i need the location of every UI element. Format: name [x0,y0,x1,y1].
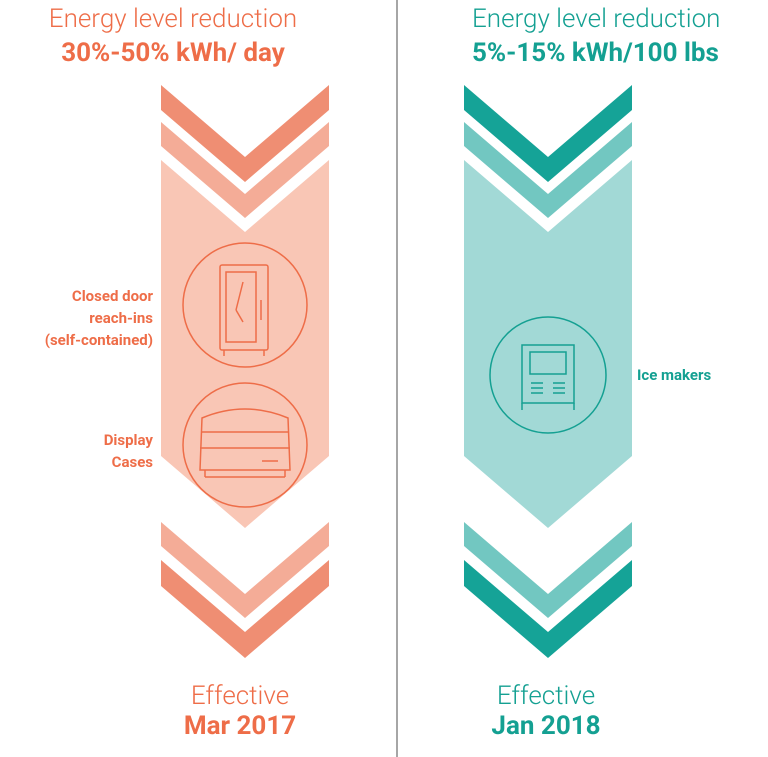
item-label: Cases [112,453,154,471]
item-label: Display [104,431,154,449]
ice-maker-icon [489,316,607,434]
chevron-arrow [161,85,329,658]
chevron-arrow [464,85,632,658]
item-label: (self-contained) [45,331,153,349]
item-label: reach-ins [89,309,153,327]
display-case-icon [182,382,308,508]
effective-date: Mar 2017 [184,711,296,741]
item-label: Ice makers [637,366,712,384]
reduction: 5%-15% kWh/100 lbs [472,38,719,68]
fridge-icon [182,242,308,368]
effective-label: Effective [497,681,595,711]
effective-label: Effective [191,681,289,711]
heading: Energy level reduction [472,4,720,34]
reduction: 30%-50% kWh/ day [61,38,285,68]
item-label: Closed door [72,287,154,305]
effective-date: Jan 2018 [491,711,600,741]
heading: Energy level reduction [49,4,297,34]
